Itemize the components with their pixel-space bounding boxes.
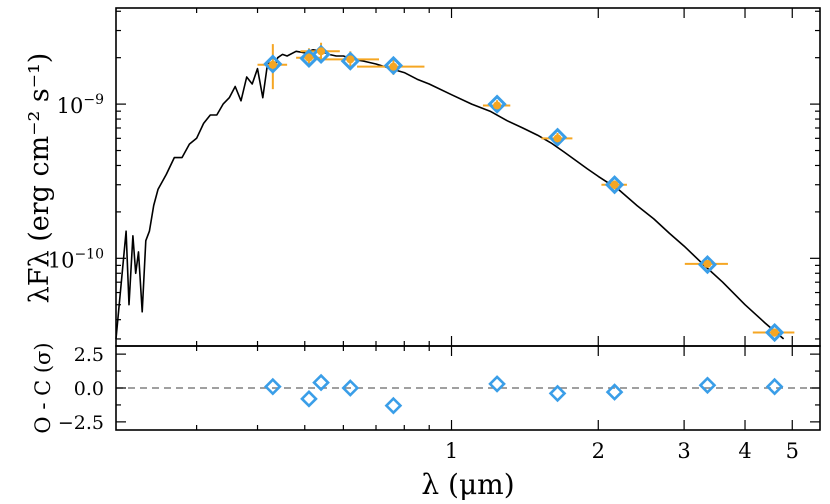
x-tick-label: 2 bbox=[592, 439, 605, 463]
observed-flux-point bbox=[610, 180, 619, 189]
x-tick-label: 1 bbox=[445, 439, 458, 463]
top-panel-frame bbox=[115, 7, 821, 347]
residual-marker bbox=[263, 377, 282, 396]
model-photometry-marker bbox=[764, 322, 785, 343]
observed-flux-point bbox=[317, 47, 326, 56]
residual-marker bbox=[488, 375, 506, 393]
observed-flux-point bbox=[553, 134, 562, 143]
observed-flux-point bbox=[493, 101, 502, 110]
model-photometry-marker bbox=[340, 51, 360, 71]
model-photometry-marker bbox=[697, 255, 718, 275]
model-layer bbox=[115, 49, 785, 340]
resid-y-tick-label: 0.0 bbox=[74, 378, 104, 400]
model-photometry-marker bbox=[383, 55, 404, 76]
residual-marker bbox=[765, 377, 784, 396]
observed-flux-point bbox=[389, 62, 398, 71]
residual-marker bbox=[384, 396, 403, 415]
residual-marker bbox=[300, 390, 318, 408]
model-photometry-marker bbox=[547, 127, 568, 147]
x-tick-label: 3 bbox=[677, 439, 690, 463]
x-axis-label: λ (μm) bbox=[421, 468, 514, 501]
top-y-axis-label: λFλ (erg cm⁻² s⁻¹) bbox=[24, 53, 55, 304]
axes-layer bbox=[115, 7, 821, 431]
x-tick-label: 5 bbox=[786, 439, 799, 463]
residual-marker bbox=[312, 373, 330, 392]
model-photometry-marker bbox=[263, 54, 283, 74]
errorbar-layer bbox=[257, 42, 795, 337]
observed-flux-point bbox=[703, 259, 712, 268]
observed-flux-point bbox=[304, 53, 313, 62]
observed-flux-point bbox=[770, 328, 779, 337]
model-photometry-marker bbox=[487, 94, 507, 114]
resid-y-tick-label: 2.5 bbox=[74, 344, 104, 366]
y-tick-label: 10−10 bbox=[48, 246, 104, 272]
resid-y-tick-label: −2.5 bbox=[58, 412, 104, 434]
residual-marker bbox=[605, 383, 624, 401]
model-curve bbox=[115, 49, 785, 340]
x-tick-label: 4 bbox=[738, 439, 751, 463]
resid-y-axis-label: O - C (σ) bbox=[31, 342, 55, 433]
model-photometry-marker bbox=[604, 175, 625, 195]
observed-flux-point bbox=[268, 60, 277, 69]
residual-marker bbox=[698, 376, 717, 395]
observed-flux-point bbox=[346, 55, 355, 64]
residual-layer bbox=[116, 373, 820, 415]
labels-layer: 10−9 10−10 2.5 0.0 −2.5 1 2 3 4 5 λFλ (erg cm⁻² s⁻… bbox=[24, 53, 799, 501]
model-photometry-marker bbox=[311, 44, 331, 65]
residual-marker bbox=[548, 384, 567, 403]
residual-marker bbox=[341, 379, 360, 397]
marker-layer bbox=[263, 44, 785, 343]
y-tick-label: 10−9 bbox=[57, 92, 104, 118]
